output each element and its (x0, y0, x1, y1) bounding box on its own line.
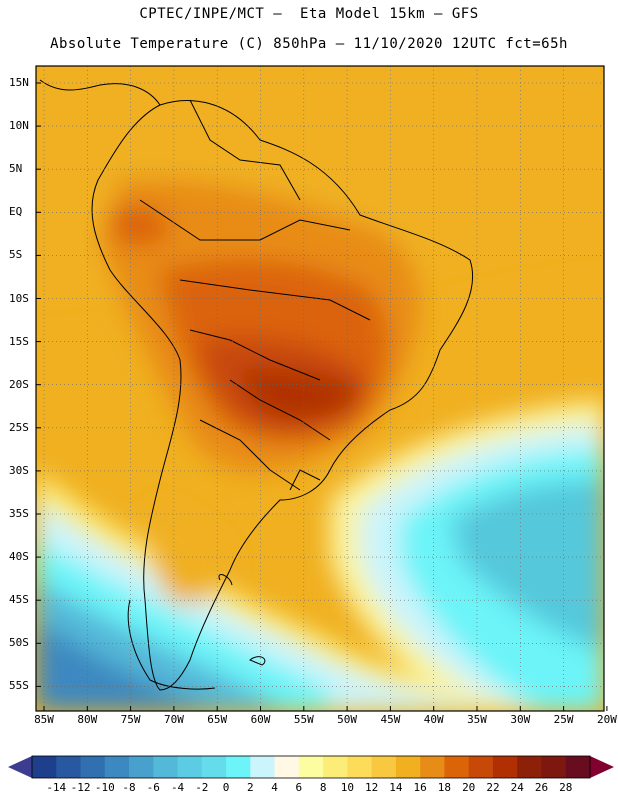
colorbar-label: 22 (486, 781, 500, 794)
lon-label: 85W (34, 713, 54, 726)
colorbar-swatch (201, 756, 227, 778)
colorbar-swatch (56, 756, 82, 778)
colorbar-swatch (32, 756, 57, 778)
colorbar-label: 20 (462, 781, 476, 794)
colorbar-swatch (371, 756, 397, 778)
colorbar-label: -12 (70, 781, 91, 794)
coastlines (39, 79, 474, 691)
map-frame (35, 65, 605, 712)
colorbar-swatch (395, 756, 421, 778)
colorbar-swatch (468, 756, 494, 778)
colorbar-swatch (104, 756, 130, 778)
colorbar-swatch (274, 756, 300, 778)
lat-label: 40S (9, 550, 29, 564)
colorbar-label: 16 (413, 781, 427, 794)
colorbar-swatch (226, 756, 251, 778)
colorbar-label: 6 (295, 781, 303, 794)
colorbar-label: 18 (437, 781, 452, 794)
lon-label: 75W (120, 713, 141, 726)
lat-label: 10N (9, 119, 29, 133)
lon-label: 45W (380, 713, 401, 726)
colorbar-over-arrow (590, 756, 614, 778)
lon-label: 55W (293, 713, 314, 726)
lon-label: 80W (77, 713, 98, 726)
colorbar-label: 28 (559, 781, 573, 794)
lat-label: EQ (9, 205, 23, 219)
lon-label: 35W (467, 713, 487, 726)
colorbar-swatch (347, 756, 373, 778)
colorbar-label: 10 (340, 781, 355, 794)
lat-label: 5S (9, 248, 23, 262)
colorbar-swatch (323, 756, 348, 778)
lon-label: 20W (596, 713, 617, 726)
lat-label: 25S (9, 420, 29, 434)
lat-label: 55S (9, 679, 29, 693)
colorbar-swatch (298, 756, 324, 778)
lat-lon-grid (36, 66, 604, 711)
colorbar-label: 0 (222, 781, 230, 794)
lon-label: 60W (250, 713, 271, 726)
colorbar-label: 14 (389, 781, 403, 794)
colorbar-swatch (517, 756, 542, 778)
colorbar-swatch (420, 756, 445, 778)
colorbar-label: -4 (170, 781, 185, 794)
lat-label: 10S (9, 291, 29, 305)
colorbar-label: -14 (46, 781, 67, 794)
lon-label: 65W (207, 713, 228, 726)
lat-label: 5N (9, 162, 23, 176)
colorbar-label: -10 (94, 781, 115, 794)
lat-label: 45S (9, 593, 29, 607)
lat-label: 50S (9, 636, 29, 650)
colorbar-label: -8 (122, 781, 136, 794)
colorbar (8, 755, 614, 779)
lat-label: 35S (9, 507, 29, 520)
lat-label: 15N (9, 76, 29, 89)
title-line-1: CPTEC/INPE/MCT – Eta Model 15km – GFS (139, 6, 479, 22)
colorbar-swatch (444, 756, 470, 778)
colorbar-label: 24 (510, 781, 524, 794)
lat-label: 30S (9, 463, 29, 477)
lat-label: 20S (9, 377, 29, 391)
colorbar-label: -6 (146, 781, 160, 794)
lon-label: 40W (423, 713, 444, 726)
colorbar-swatch (565, 756, 591, 778)
colorbar-label: 2 (247, 781, 254, 794)
colorbar-swatch (153, 756, 179, 778)
title-line-2: Absolute Temperature (C) 850hPa – 11/10/… (50, 36, 568, 52)
colorbar-swatch (492, 756, 518, 778)
colorbar-swatch (80, 756, 106, 778)
colorbar-under-arrow (8, 756, 32, 778)
axis-ticks (36, 82, 608, 711)
colorbar-swatch (129, 756, 154, 778)
colorbar-swatch (250, 756, 276, 778)
lon-label: 50W (337, 713, 358, 726)
temperature-field (36, 66, 604, 711)
lon-label: 30W (510, 713, 531, 726)
lon-label: 25W (553, 713, 574, 726)
colorbar-label: -2 (195, 781, 209, 794)
colorbar-swatch (541, 756, 567, 778)
colorbar-swatch (177, 756, 203, 778)
colorbar-label: 4 (271, 781, 278, 794)
colorbar-label: 12 (365, 781, 379, 794)
colorbar-label: 26 (534, 781, 549, 794)
colorbar-label: 8 (319, 781, 327, 794)
lon-label: 70W (163, 713, 184, 726)
lat-label: 15S (9, 334, 29, 348)
colorbar-outline (31, 755, 591, 779)
